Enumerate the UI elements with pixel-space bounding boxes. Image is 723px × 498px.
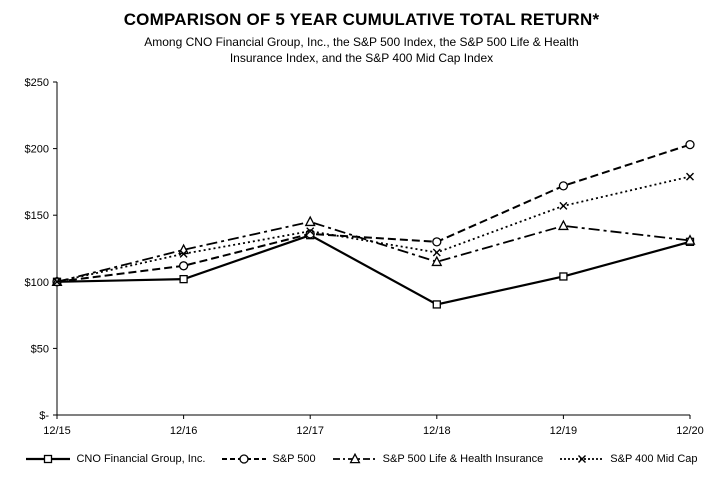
legend-item: CNO Financial Group, Inc. <box>25 453 205 465</box>
series-line <box>56 221 691 284</box>
legend-x-marker-icon <box>560 455 605 464</box>
legend-triangle-marker-icon <box>332 453 377 464</box>
chart-subtitle-line2: Insurance Index, and the S&P 400 Mid Cap… <box>229 51 494 66</box>
legend-item: S&P 500 <box>221 453 316 466</box>
y-axis-tick-label: $100 <box>25 277 49 289</box>
y-axis-tick-label: $- <box>39 410 49 422</box>
legend-circle-marker-icon <box>222 454 267 465</box>
chart-area: $- $50 $100 $150 $200 $250 12/15 12/16 12/17 12/1… <box>0 66 723 451</box>
series-line <box>56 234 691 306</box>
chart-legend: CNO Financial Group, Inc. S&P 500 S&P 500 … <box>0 453 723 465</box>
legend-label: S&P 400 Mid Cap <box>610 453 698 466</box>
x-axis-tick-label: 12/17 <box>296 425 324 437</box>
chart-title: COMPARISON OF 5 YEAR CUMULATIVE TOTAL RE… <box>123 10 600 29</box>
x-axis-tick-label: 12/20 <box>676 425 704 437</box>
y-axis-tick-label: $250 <box>25 77 49 89</box>
legend-item: S&P 500 Life & Health Insurance <box>332 453 544 466</box>
x-axis-tick-label: 12/18 <box>423 425 451 437</box>
y-axis-tick-label: $50 <box>31 344 49 356</box>
legend-label: S&P 500 Life & Health Insurance <box>382 453 544 466</box>
chart-subtitle: Among CNO Financial Group, Inc., the S&P… <box>0 34 723 66</box>
y-axis-tick-label: $150 <box>25 211 49 223</box>
chart-canvas: $- $50 $100 $150 $200 $250 12/15 12/16 12/17 12/1… <box>25 77 704 437</box>
x-axis-tick-label: 12/19 <box>550 425 578 437</box>
y-axis-tick-label: $200 <box>25 144 49 156</box>
series-line <box>56 144 691 284</box>
x-axis-tick-label: 12/15 <box>43 425 71 437</box>
chart-subtitle-line1: Among CNO Financial Group, Inc., the S&P… <box>144 35 579 49</box>
legend-label: CNO Financial Group, Inc. <box>76 453 206 466</box>
legend-square-marker-icon <box>26 455 71 464</box>
x-axis-tick-label: 12/16 <box>170 425 198 437</box>
legend-label: S&P 500 <box>272 453 316 466</box>
legend-item: S&P 400 Mid Cap <box>559 453 698 466</box>
